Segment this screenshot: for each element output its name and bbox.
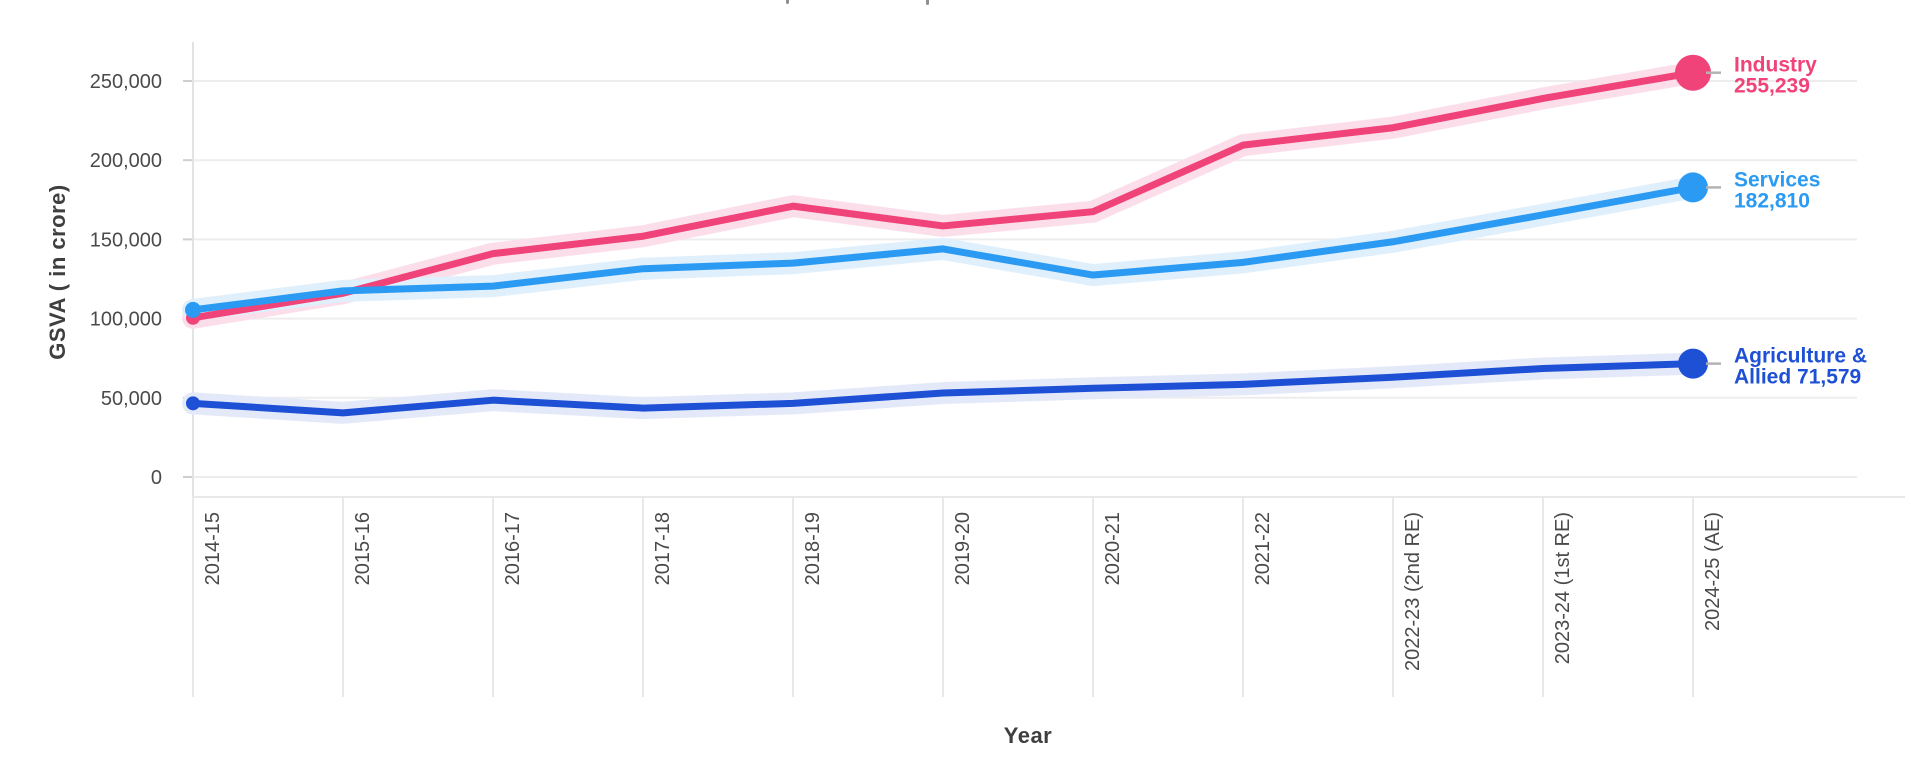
services-start-dot[interactable] bbox=[185, 301, 201, 318]
title-remnant-mark bbox=[926, 0, 929, 5]
x-tick-label: 2014-15 bbox=[202, 512, 224, 585]
x-tick-label: 2017-18 bbox=[652, 512, 674, 585]
x-tick-label: 2023-24 (1st RE) bbox=[1552, 512, 1574, 664]
agriculture-allied-end-label: Agriculture & Allied 71,579 bbox=[1734, 345, 1867, 389]
y-tick-label: 200,000 bbox=[90, 150, 162, 172]
x-tick-label: 2020-21 bbox=[1102, 512, 1124, 585]
x-tick-label: 2016-17 bbox=[502, 512, 524, 585]
services-line[interactable] bbox=[189, 183, 1697, 314]
y-tick-label: 0 bbox=[151, 467, 162, 489]
x-tick-label: 2022-23 (2nd RE) bbox=[1402, 512, 1424, 671]
y-tick-label: 100,000 bbox=[90, 309, 162, 331]
y-tick-label: 150,000 bbox=[90, 229, 162, 251]
y-tick-label: 50,000 bbox=[101, 388, 162, 410]
services-end-label: Services 182,810 bbox=[1734, 168, 1820, 212]
x-tick-label: 2015-16 bbox=[352, 512, 374, 585]
x-tick-label: 2018-19 bbox=[802, 512, 824, 585]
industry-end-dot[interactable] bbox=[1675, 54, 1711, 91]
x-tick-label: 2021-22 bbox=[1252, 512, 1274, 585]
title-remnant-mark bbox=[786, 0, 789, 4]
x-tick-label: 2024-25 (AE) bbox=[1702, 512, 1724, 631]
agriculture-allied-end-dot[interactable] bbox=[1678, 348, 1708, 379]
y-tick-label: 250,000 bbox=[90, 71, 162, 93]
x-tick-label: 2019-20 bbox=[952, 512, 974, 585]
agriculture-allied-line[interactable] bbox=[189, 360, 1697, 417]
services-end-dot[interactable] bbox=[1678, 172, 1708, 203]
industry-end-label: Industry 255,239 bbox=[1734, 54, 1817, 98]
x-axis-title: Year bbox=[1003, 723, 1053, 748]
industry-line[interactable] bbox=[189, 69, 1697, 322]
agriculture-allied-start-dot[interactable] bbox=[186, 396, 200, 411]
